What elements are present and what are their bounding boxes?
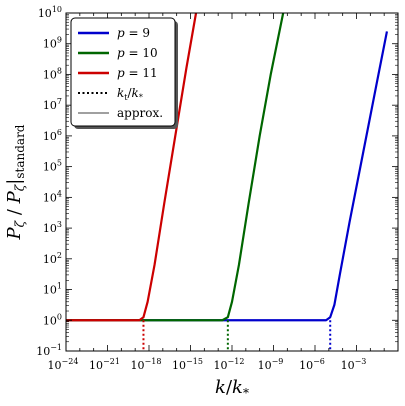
series-layer (66, 12, 389, 322)
x-tick-label-5: 10−9 (258, 357, 284, 372)
x-tick-label-1: 10−21 (89, 357, 120, 372)
x-tick-label-3: 10−15 (172, 357, 203, 372)
y-tick-label-10: 109 (43, 36, 62, 51)
y-axis-label: Pζ / Pζ|standard (4, 124, 27, 240)
y-tick-label-8: 107 (43, 97, 62, 112)
x-tick-label-4: 10−12 (214, 357, 245, 372)
y-tick-label-7: 106 (43, 128, 62, 143)
ticks: 10−24 10−21 10−18 10−15 10−12 10−9 10−6 10−3 10−… (36, 5, 399, 372)
x-tick-label-2: 10−18 (131, 357, 162, 372)
y-tick-label-4: 103 (43, 220, 62, 235)
x-axis-label: k/k* (215, 377, 249, 400)
legend-label-0: p = 9 (117, 26, 150, 40)
y-tick-label-3: 102 (43, 251, 62, 266)
x-tick-label-7: 10−3 (341, 357, 367, 372)
y-tick-label-2: 101 (43, 282, 62, 297)
y-tick-label-1: 100 (43, 312, 62, 327)
legend-label-1: p = 10 (117, 46, 158, 60)
y-tick-label-9: 108 (43, 66, 62, 81)
series-line-0 (66, 31, 389, 322)
kt-markers (142, 320, 332, 351)
legend-label-4: approx. (117, 106, 163, 120)
axis-labels: k/k* Pζ / Pζ|standard (4, 124, 249, 400)
x-tick-label-0: 10−24 (48, 357, 79, 372)
x-tick-label-6: 10−6 (299, 357, 325, 372)
legend-label-3: kt/k* (117, 86, 143, 102)
legend-label-2: p = 11 (117, 66, 158, 80)
y-tick-label-6: 105 (43, 159, 62, 174)
y-tick-label-0: 10−1 (36, 343, 62, 358)
y-tick-label-5: 104 (43, 189, 62, 204)
legend-box (70, 17, 176, 127)
legend: p = 9 p = 10 p = 11 kt/k* approx. (70, 17, 178, 129)
y-tick-label-11: 1010 (38, 5, 62, 20)
series-line-2 (66, 12, 198, 322)
series-line-1 (66, 12, 285, 322)
